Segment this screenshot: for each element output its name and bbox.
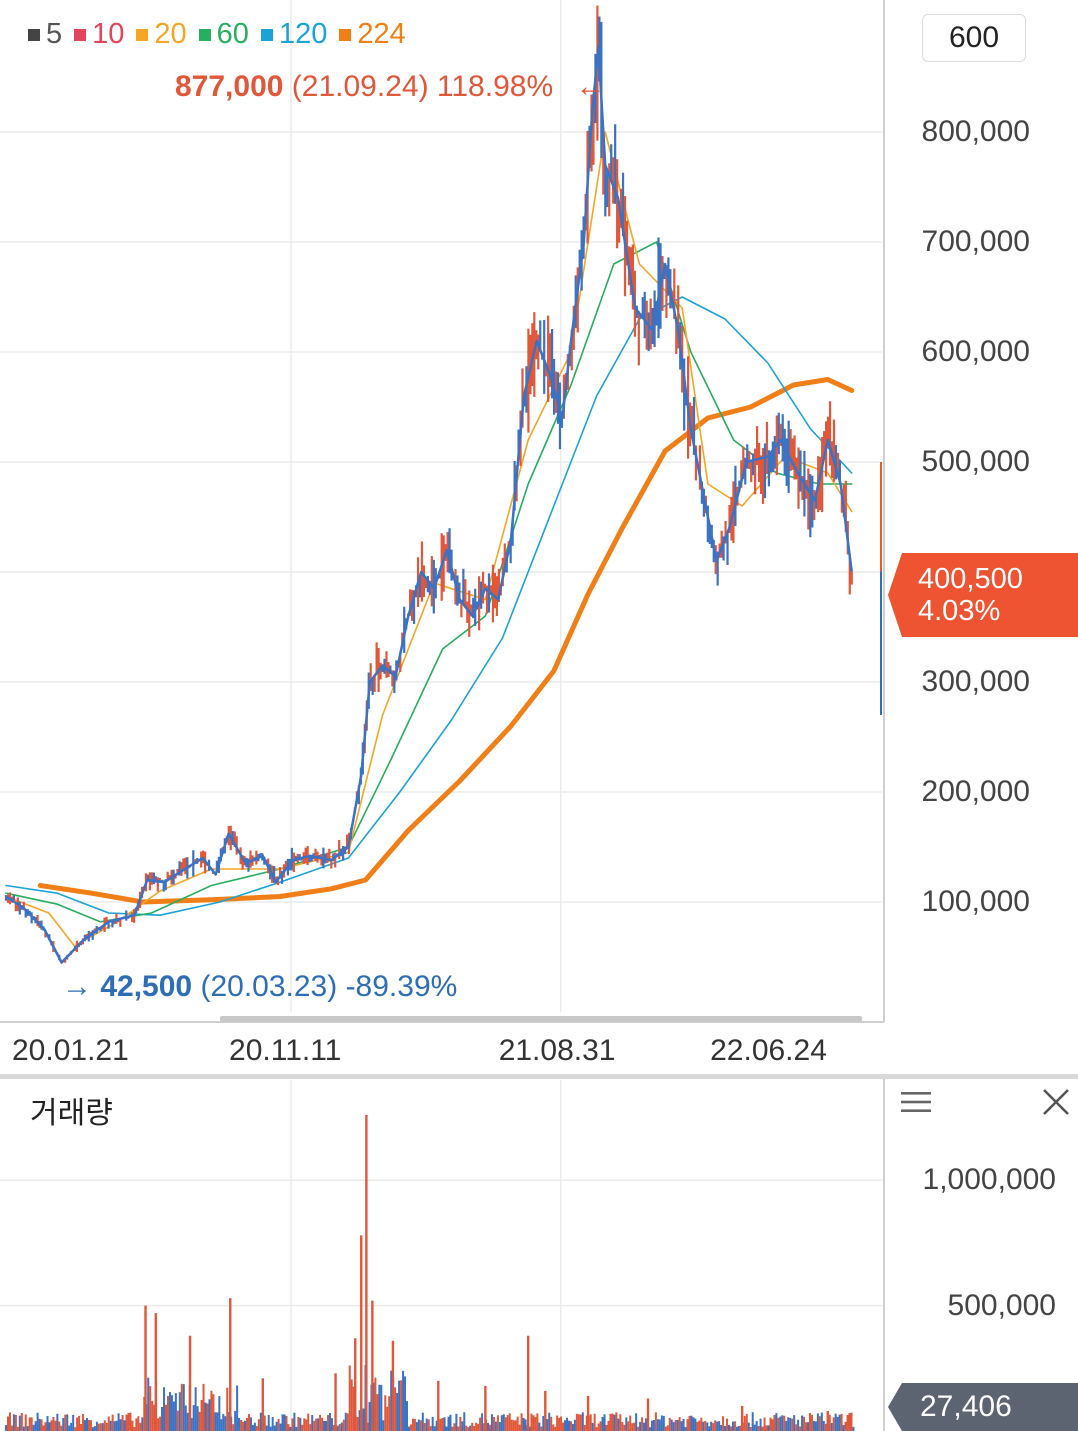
low-date: (20.03.23) bbox=[200, 970, 338, 1003]
x-tick-label: 20.11.11 bbox=[229, 1034, 342, 1067]
menu-icon[interactable] bbox=[896, 1082, 936, 1122]
low-pct: -89.39% bbox=[345, 970, 458, 1003]
x-tick-label: 22.06.24 bbox=[710, 1034, 827, 1067]
volume-title: 거래량 bbox=[30, 1097, 113, 1130]
legend-item-ma10[interactable]: 10 bbox=[74, 18, 124, 51]
period-button[interactable]: 600 bbox=[922, 14, 1026, 62]
legend-label: 120 bbox=[278, 18, 328, 50]
moving-average-lines bbox=[5, 131, 855, 947]
low-price-annotation: → 42,500 (20.03.23) -89.39% bbox=[62, 970, 457, 1004]
legend-swatch bbox=[74, 28, 87, 41]
scrollbar bbox=[220, 1016, 862, 1022]
y-tick-label: 500,000 bbox=[921, 445, 1030, 478]
high-date: (21.09.24) bbox=[291, 70, 429, 103]
volume-y-tick-label: 500,000 bbox=[947, 1288, 1056, 1322]
legend-swatch bbox=[136, 28, 149, 41]
current-price-tag: 400,500 4.03% bbox=[888, 553, 1078, 637]
volume-chart-grid bbox=[0, 1080, 882, 1431]
legend-label: 20 bbox=[154, 18, 187, 50]
legend-label: 10 bbox=[92, 18, 125, 50]
ma-line-120 bbox=[5, 296, 853, 916]
y-tick-label: 800,000 bbox=[921, 115, 1030, 148]
legend-label: 5 bbox=[46, 18, 63, 50]
ma-line-224 bbox=[37, 377, 855, 905]
y-tick-label: 100,000 bbox=[921, 885, 1030, 918]
legend-item-ma120[interactable]: 120 bbox=[260, 18, 328, 51]
low-arrow-icon: → bbox=[62, 970, 92, 1003]
legend-label: 60 bbox=[216, 18, 249, 50]
high-price-annotation: 877,000 (21.09.24) 118.98% ← bbox=[175, 70, 605, 104]
legend-item-ma20[interactable]: 20 bbox=[136, 18, 187, 51]
current-price: 400,500 bbox=[918, 563, 1023, 595]
high-price: 877,000 bbox=[175, 70, 284, 103]
legend-item-ma224[interactable]: 224 bbox=[339, 18, 406, 51]
y-tick-label: 300,000 bbox=[921, 665, 1030, 698]
high-pct: 118.98% bbox=[436, 70, 554, 103]
legend-swatch bbox=[198, 28, 211, 41]
legend-label: 224 bbox=[357, 18, 406, 50]
legend-swatch bbox=[339, 28, 352, 41]
main-chart-grid bbox=[0, 0, 882, 1012]
low-price: 42,500 bbox=[100, 970, 193, 1003]
y-tick-label: 200,000 bbox=[921, 775, 1030, 808]
current-change-pct: 4.03% bbox=[918, 595, 1001, 627]
price-tag-shape bbox=[888, 553, 1078, 637]
ma-legend: 5 10 20 60 120 224 bbox=[28, 18, 406, 51]
price-line bbox=[5, 46, 853, 964]
x-tick-label: 20.01.21 bbox=[12, 1034, 129, 1067]
candle-series bbox=[4, 5, 853, 964]
legend-item-ma5[interactable]: 5 bbox=[28, 18, 62, 51]
volume-y-tick-label: 1,000,000 bbox=[922, 1163, 1056, 1197]
current-volume-tag: 27,406 bbox=[888, 1383, 1078, 1431]
high-arrow-icon: ← bbox=[575, 70, 606, 103]
y-tick-label: 600,000 bbox=[921, 335, 1030, 368]
legend-item-ma60[interactable]: 60 bbox=[198, 18, 249, 51]
close-icon[interactable] bbox=[1036, 1082, 1076, 1122]
volume-bars bbox=[5, 1115, 855, 1431]
y-tick-label: 700,000 bbox=[921, 225, 1030, 258]
panel-divider bbox=[0, 1074, 1078, 1079]
legend-swatch bbox=[28, 28, 40, 41]
ma-line-60 bbox=[5, 241, 853, 923]
current-volume: 27,406 bbox=[920, 1390, 1012, 1423]
x-tick-label: 21.08.31 bbox=[498, 1034, 616, 1067]
legend-swatch bbox=[260, 28, 273, 41]
volume-tag-shape bbox=[888, 1383, 1078, 1431]
